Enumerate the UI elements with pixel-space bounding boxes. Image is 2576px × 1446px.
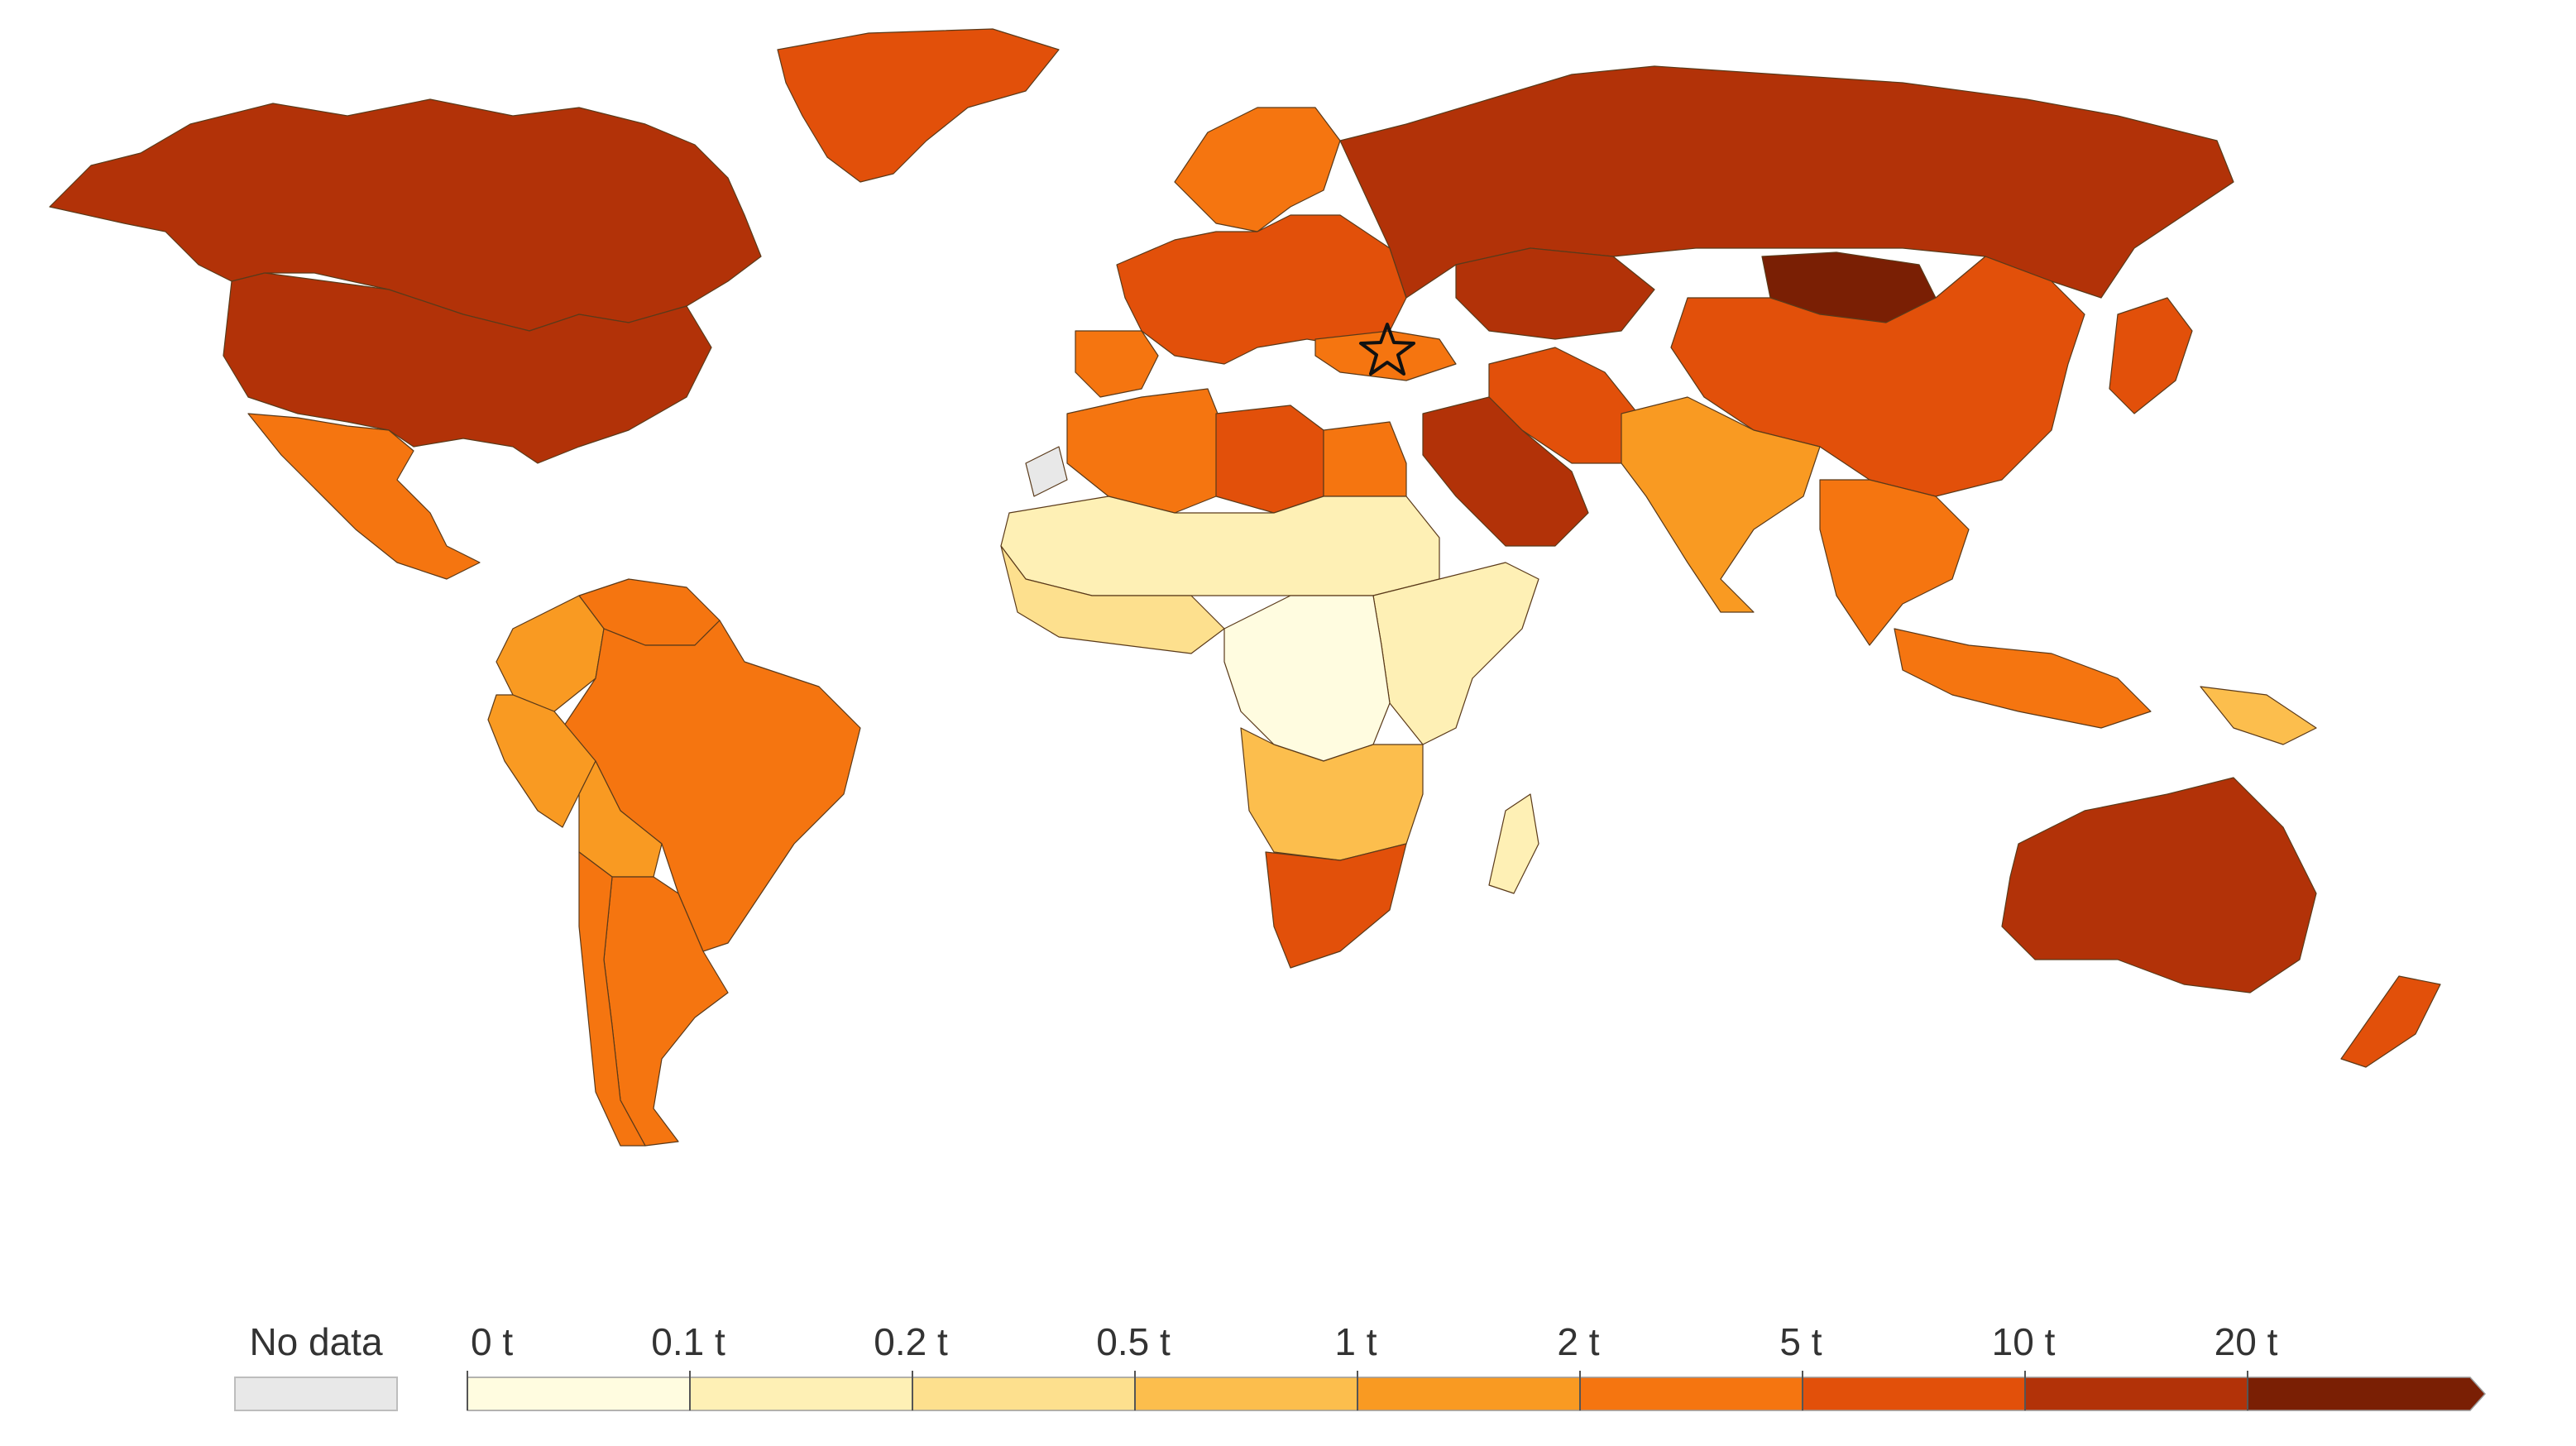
- region-turkey: [1314, 330, 1457, 381]
- region-united-states: [223, 272, 712, 464]
- region-east-africa: [1372, 562, 1539, 745]
- region-scandinavia: [1174, 107, 1341, 232]
- legend-tick-label: 5 t: [1779, 1320, 1822, 1363]
- region-south-africa: [1265, 843, 1407, 969]
- legend-swatch: [1134, 1377, 1358, 1411]
- legend-tick-label: 0.2 t: [874, 1320, 948, 1363]
- legend-swatch: [1579, 1377, 1803, 1411]
- legend-tick-label: 20 t: [2214, 1320, 2278, 1363]
- region-china: [1670, 256, 2085, 497]
- region-japan: [2109, 297, 2193, 414]
- legend-tick-label: 0 t: [471, 1320, 513, 1363]
- region-western-sahara: [1025, 446, 1068, 497]
- region-peru: [487, 694, 596, 828]
- region-colombia: [496, 595, 605, 712]
- legend-swatch: [2247, 1377, 2487, 1411]
- color-legend: No data 0 t 0.1 t 0.2 t 0.5 t 1 t 2 t 5 t 10 t 2…: [234, 1320, 2487, 1411]
- location-marker-star-icon: [1359, 323, 1415, 376]
- region-sahel: [1000, 496, 1440, 596]
- legend-tick-label: 1 t: [1334, 1320, 1377, 1363]
- legend-tick-label: 0.1 t: [651, 1320, 725, 1363]
- world-map: [49, 28, 2441, 1147]
- legend-swatch: [2024, 1377, 2248, 1411]
- region-new-zealand: [2340, 975, 2441, 1068]
- region-madagascar: [1488, 793, 1539, 894]
- region-kazakhstan: [1455, 247, 1655, 340]
- legend-scale: 0 t 0.1 t 0.2 t 0.5 t 1 t 2 t 5 t 10 t 20 t: [467, 1320, 2487, 1411]
- legend-tick-label: 2 t: [1557, 1320, 1599, 1363]
- legend-swatch: [467, 1377, 691, 1411]
- legend-swatch: [689, 1377, 913, 1411]
- legend-swatch: [1357, 1377, 1581, 1411]
- legend-tick-label: 0.5 t: [1096, 1320, 1171, 1363]
- region-indonesia: [1894, 628, 2152, 729]
- legend-tick-label: 10 t: [1992, 1320, 2056, 1363]
- region-southern-africa: [1240, 727, 1424, 861]
- legend-swatch: [1802, 1377, 2026, 1411]
- region-egypt: [1323, 421, 1407, 497]
- region-mexico: [247, 413, 481, 580]
- country-regions: [49, 28, 2441, 1147]
- region-chile: [578, 851, 646, 1147]
- region-papua-new-guinea: [2200, 686, 2317, 745]
- legend-nodata-label: No data: [249, 1320, 383, 1363]
- legend-swatch: [912, 1377, 1136, 1411]
- region-west-africa: [1000, 545, 1225, 654]
- region-saudi-arabia: [1422, 396, 1589, 547]
- region-australia: [2001, 777, 2317, 994]
- region-algeria: [1066, 388, 1225, 514]
- region-iberia: [1075, 330, 1159, 398]
- region-southeast-asia: [1819, 479, 1970, 646]
- region-greenland: [777, 28, 1060, 183]
- legend-nodata-swatch: [234, 1377, 398, 1411]
- region-libya: [1215, 405, 1324, 514]
- region-india: [1621, 396, 1821, 613]
